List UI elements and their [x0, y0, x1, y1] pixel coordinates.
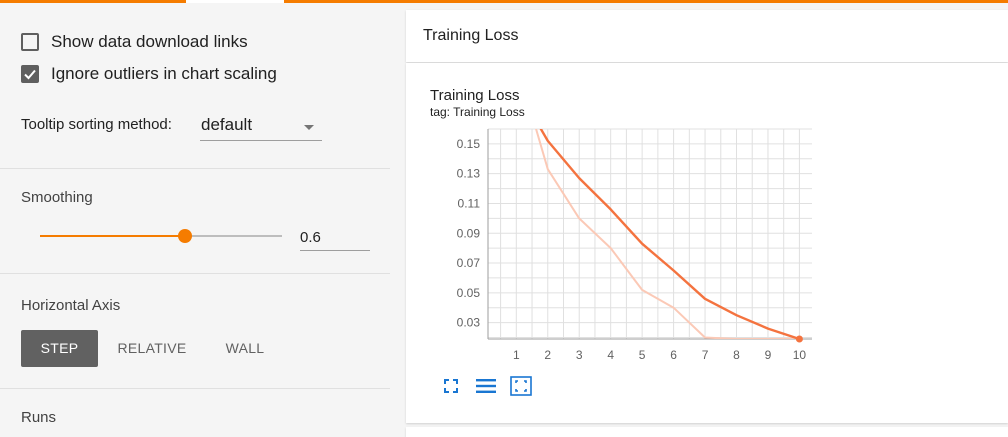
smoothing-slider-thumb[interactable] [178, 229, 193, 243]
active-tab-indicator [186, 0, 284, 3]
chevron-down-icon [304, 125, 314, 130]
menu-lines-icon [476, 379, 496, 393]
series-line-raw [535, 129, 800, 339]
chart-toolbar [440, 375, 545, 397]
y-tick-label: 0.11 [458, 196, 481, 210]
main-content: Training Loss Training Loss tag: Trainin… [390, 3, 1008, 437]
runs-heading: Runs [21, 409, 57, 426]
x-tick-label: 6 [670, 348, 677, 362]
y-tick-label: 0.13 [457, 167, 481, 181]
series-line-smoothed [539, 129, 800, 339]
x-tick-label: 9 [765, 348, 772, 362]
section-divider [0, 388, 390, 389]
chart-card: Training Loss tag: Training Loss 0.03 0.0… [406, 63, 1008, 423]
show-download-links-label: Show data download links [51, 32, 248, 51]
category-header[interactable]: Training Loss [406, 10, 1008, 62]
smoothing-heading: Smoothing [21, 189, 93, 206]
reset-zoom-button[interactable] [510, 375, 532, 397]
y-tick-label: 0.03 [457, 316, 481, 330]
x-tick-label: 1 [513, 348, 520, 362]
axis-step-button[interactable]: STEP [21, 330, 98, 367]
tooltip-sorting-label: Tooltip sorting method: [21, 116, 172, 133]
ignore-outliers-checkbox[interactable]: Ignore outliers in chart scaling [21, 64, 277, 84]
smoothing-slider-fill [40, 235, 186, 237]
x-tick-label: 7 [702, 348, 709, 362]
y-tick-label: 0.05 [457, 286, 481, 300]
y-tick-label: 0.15 [457, 137, 481, 151]
x-tick-label: 8 [733, 348, 740, 362]
y-tick-label: 0.07 [457, 256, 481, 270]
x-tick-label: 4 [607, 348, 614, 362]
fit-to-data-button[interactable] [440, 375, 462, 397]
checkbox-box[interactable] [21, 33, 39, 51]
section-divider [0, 273, 390, 274]
chart-tag: tag: Training Loss [430, 105, 525, 119]
toggle-log-scale-button[interactable] [475, 375, 497, 397]
settings-sidebar: Show data download links Ignore outliers… [0, 3, 390, 432]
series-end-point [795, 335, 803, 343]
chart-title: Training Loss [430, 87, 520, 104]
axis-relative-button[interactable]: RELATIVE [117, 340, 187, 356]
show-download-links-checkbox[interactable]: Show data download links [21, 32, 248, 52]
y-tick-label: 0.09 [457, 226, 481, 240]
checkbox-box[interactable] [21, 65, 39, 83]
axis-wall-button[interactable]: WALL [225, 340, 265, 356]
ignore-outliers-label: Ignore outliers in chart scaling [51, 64, 277, 83]
smoothing-value-input[interactable] [300, 225, 370, 251]
reset-zoom-icon [510, 376, 532, 396]
tooltip-sorting-select[interactable]: default [200, 113, 322, 141]
next-card [406, 427, 1008, 437]
smoothing-slider[interactable] [40, 229, 282, 243]
training-loss-chart[interactable]: 0.03 0.05 0.07 0.09 0.11 0.13 0.15 1 2 3 4 5 6 7 8 9 10 [406, 63, 1008, 363]
x-tick-label: 2 [544, 348, 551, 362]
top-accent-bar [0, 0, 1008, 3]
section-divider [0, 168, 390, 169]
x-tick-label: 5 [639, 348, 646, 362]
check-icon [24, 69, 36, 80]
horizontal-axis-heading: Horizontal Axis [21, 297, 121, 314]
fit-to-data-icon [444, 379, 458, 393]
x-tick-label: 10 [793, 348, 807, 362]
category-title: Training Loss [423, 27, 519, 44]
tooltip-sorting-value: default [201, 115, 253, 134]
x-tick-label: 3 [576, 348, 583, 362]
tooltip-sorting-row: Tooltip sorting method: [21, 116, 172, 133]
